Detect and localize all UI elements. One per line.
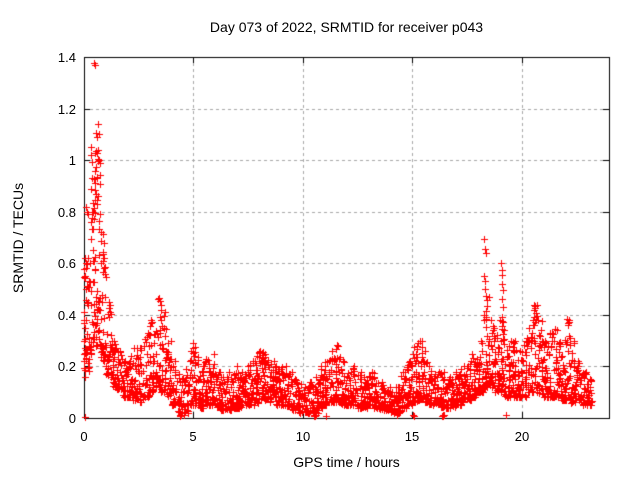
x-tick-label: 20 (514, 429, 530, 444)
x-axis-label: GPS time / hours (293, 454, 400, 470)
x-tick-label: 10 (295, 429, 311, 444)
y-tick-label: 0.6 (57, 256, 76, 271)
x-tick-label: 5 (189, 429, 197, 444)
y-tick-label: 0.8 (57, 205, 76, 220)
x-tick-label: 0 (80, 429, 88, 444)
x-tick-label: 15 (404, 429, 420, 444)
y-tick-label: 1.2 (57, 102, 76, 117)
y-tick-label: 0.2 (57, 359, 76, 374)
chart-title: Day 073 of 2022, SRMTID for receiver p04… (209, 19, 484, 35)
y-tick-label: 1 (68, 153, 76, 168)
y-tick-label: 0.4 (57, 308, 76, 323)
y-tick-label: 1.4 (57, 50, 76, 65)
y-tick-label: 0 (68, 411, 76, 426)
